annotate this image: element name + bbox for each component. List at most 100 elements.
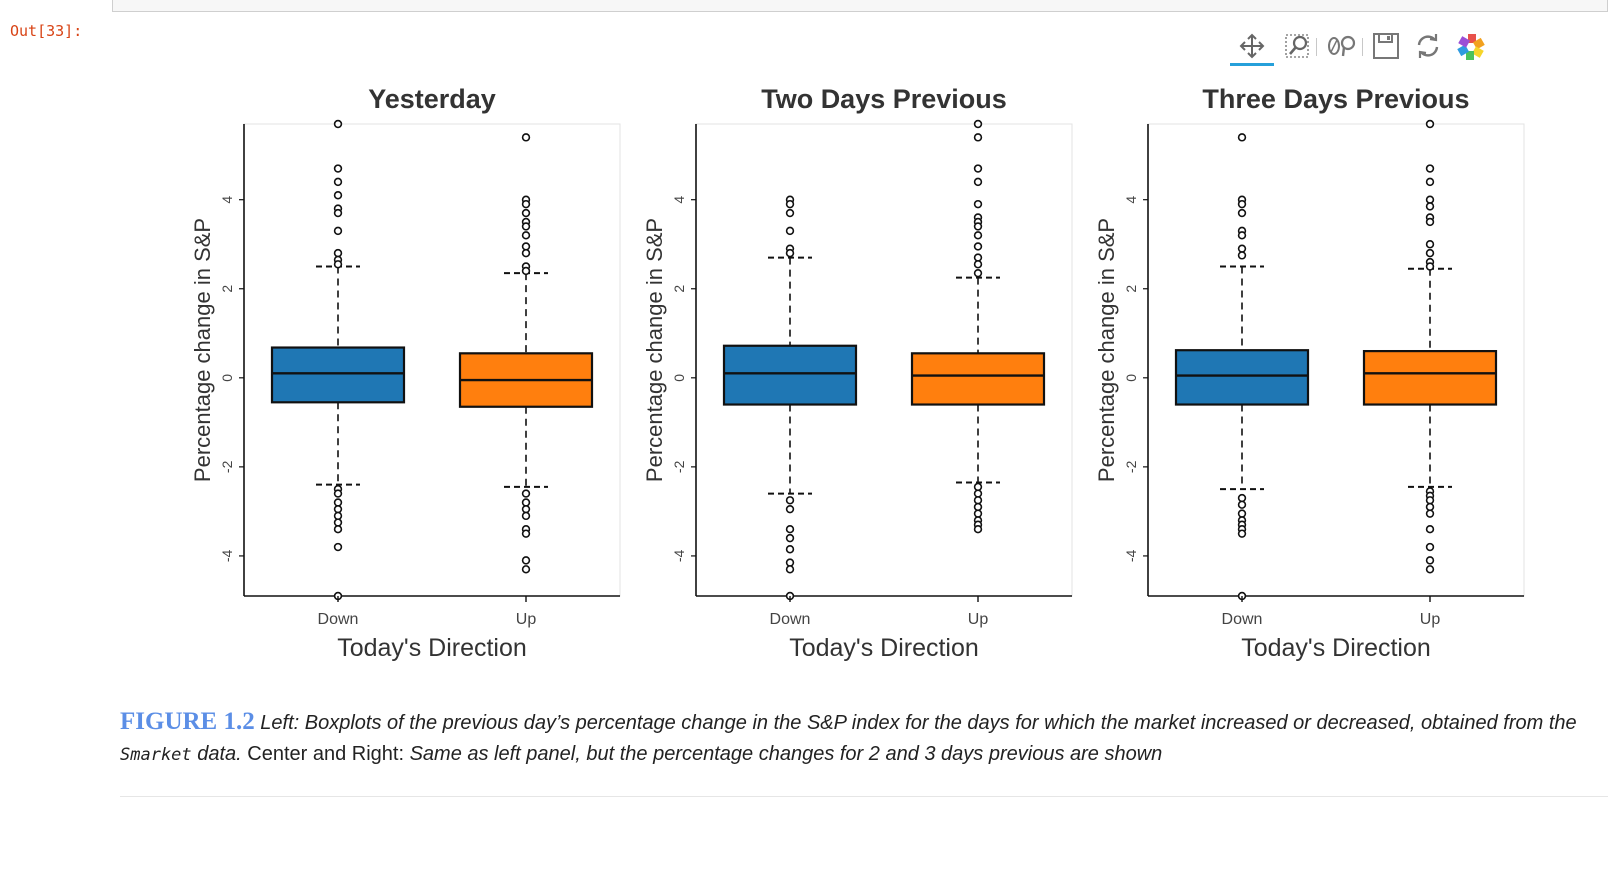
outlier-point xyxy=(973,242,983,251)
y-tick-label: 4 xyxy=(671,196,687,204)
outlier-point xyxy=(333,504,343,514)
box-up xyxy=(1362,119,1498,574)
caption-dataset: Smarket xyxy=(120,745,192,765)
y-tick-label: 4 xyxy=(219,196,235,204)
outlier-point xyxy=(785,504,795,514)
save-tool-button[interactable] xyxy=(1364,26,1408,66)
box-body xyxy=(1362,349,1498,406)
y-axis-label: Percentage change in S&P xyxy=(1094,218,1119,482)
outlier-point xyxy=(1425,556,1435,565)
outlier-point xyxy=(1425,509,1435,518)
boxplot-panel: Yesterday 4 2 0 -2 -4 Percentage change in S&P… xyxy=(190,84,621,662)
caption-text-1: Boxplots of the previous day’s percentag… xyxy=(299,712,1577,734)
box-down xyxy=(1174,133,1310,601)
x-tick-label: Down xyxy=(318,611,359,628)
outlier-point xyxy=(1425,525,1435,534)
outlier-point xyxy=(1237,493,1247,503)
outlier-point xyxy=(1425,202,1435,211)
outlier-point xyxy=(1425,262,1435,271)
y-tick-label: 0 xyxy=(219,374,235,382)
boxplot-panel: Two Days Previous 4 2 0 -2 -4 Percentage chang… xyxy=(642,84,1073,662)
outlier-point xyxy=(521,565,531,574)
outlier-point xyxy=(973,482,983,492)
outlier-point xyxy=(973,119,983,129)
outlier-point xyxy=(521,208,531,218)
box-zoom-icon xyxy=(1285,34,1309,58)
outlier-point xyxy=(521,529,531,538)
x-axis-label: Today's Direction xyxy=(337,634,527,662)
previous-input-cell[interactable] xyxy=(112,0,1608,12)
outlier-point xyxy=(973,231,983,240)
outlier-point xyxy=(973,268,983,278)
pan-icon xyxy=(1239,33,1265,59)
outlier-point xyxy=(785,533,795,543)
x-axis-label: Today's Direction xyxy=(789,634,979,662)
box-body xyxy=(1174,349,1310,406)
x-tick-label: Up xyxy=(516,611,537,628)
y-axis-label: Percentage change in S&P xyxy=(190,218,215,482)
outlier-point xyxy=(1237,244,1247,253)
boxplot-figure: Yesterday 4 2 0 -2 -4 Percentage change in S&P… xyxy=(190,84,1525,662)
outlier-point xyxy=(1425,240,1435,249)
chart-title: Two Days Previous xyxy=(761,84,1007,114)
box-down xyxy=(270,119,406,601)
outlier-point xyxy=(785,496,795,505)
pan-tool-button[interactable] xyxy=(1230,26,1274,66)
y-tick-label: 0 xyxy=(1123,374,1139,382)
outlier-point xyxy=(521,222,531,231)
chart-title: Three Days Previous xyxy=(1202,84,1469,114)
outlier-point xyxy=(973,133,983,142)
outlier-point xyxy=(1237,231,1247,240)
outlier-point xyxy=(1425,177,1435,187)
output-prompt: Out[33]: xyxy=(10,22,83,40)
y-tick-label: -4 xyxy=(1123,549,1139,562)
outlier-point xyxy=(785,545,795,554)
save-icon xyxy=(1373,33,1399,59)
reset-tool-button[interactable] xyxy=(1406,26,1450,66)
wheel-zoom-tool-button[interactable] xyxy=(1318,26,1362,66)
bokeh-logo-button[interactable] xyxy=(1448,26,1492,66)
outlier-point xyxy=(785,565,795,574)
reset-icon xyxy=(1417,34,1439,58)
y-tick-label: 0 xyxy=(671,374,687,382)
outlier-point xyxy=(973,164,983,173)
x-axis-label: Today's Direction xyxy=(1241,634,1431,662)
caption-text-2: data. xyxy=(191,743,242,765)
outlier-point xyxy=(333,226,343,236)
outlier-point xyxy=(1425,217,1435,227)
box-body xyxy=(722,344,858,406)
outlier-point xyxy=(521,504,531,514)
outlier-point xyxy=(521,199,531,209)
outlier-point xyxy=(1425,565,1435,574)
outlier-point xyxy=(333,191,343,200)
y-tick-label: -4 xyxy=(219,549,235,562)
chart-title: Yesterday xyxy=(368,84,496,114)
box-body xyxy=(270,346,406,404)
outlier-point xyxy=(521,489,531,498)
outlier-point xyxy=(785,199,795,209)
outlier-point xyxy=(1425,496,1435,505)
outlier-point xyxy=(785,226,795,236)
outlier-point xyxy=(521,556,531,565)
outlier-point xyxy=(333,498,343,507)
wheel-zoom-icon xyxy=(1328,35,1356,57)
bokeh-logo-icon xyxy=(1457,34,1485,60)
outlier-point xyxy=(1425,119,1435,129)
boxplot-panel: Three Days Previous 4 2 0 -2 -4 Percentage cha… xyxy=(1094,84,1525,662)
outlier-point xyxy=(1425,164,1435,173)
figure-label: FIGURE 1.2 xyxy=(120,708,255,735)
outlier-point xyxy=(333,260,343,269)
outlier-point xyxy=(1237,500,1247,509)
outlier-point xyxy=(785,525,795,534)
x-tick-label: Up xyxy=(968,611,989,628)
y-tick-label: 2 xyxy=(1123,285,1139,293)
outlier-point xyxy=(1237,251,1247,260)
y-tick-label: -4 xyxy=(671,549,687,562)
box-zoom-tool-button[interactable] xyxy=(1276,26,1320,66)
outlier-point xyxy=(1237,199,1247,209)
outlier-point xyxy=(1237,529,1247,538)
outlier-point xyxy=(973,525,983,534)
outlier-point xyxy=(973,253,983,262)
outlier-point xyxy=(521,511,531,521)
y-axis-label: Percentage change in S&P xyxy=(642,218,667,482)
